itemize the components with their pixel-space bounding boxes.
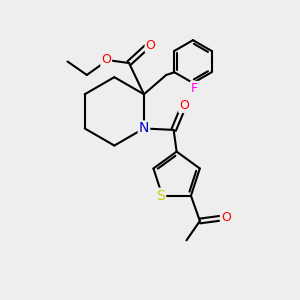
Text: O: O <box>146 39 155 52</box>
Text: F: F <box>191 82 198 95</box>
Text: O: O <box>179 99 189 112</box>
Text: O: O <box>221 211 231 224</box>
Text: S: S <box>156 189 165 203</box>
Text: N: N <box>139 122 149 136</box>
Text: O: O <box>101 53 111 66</box>
